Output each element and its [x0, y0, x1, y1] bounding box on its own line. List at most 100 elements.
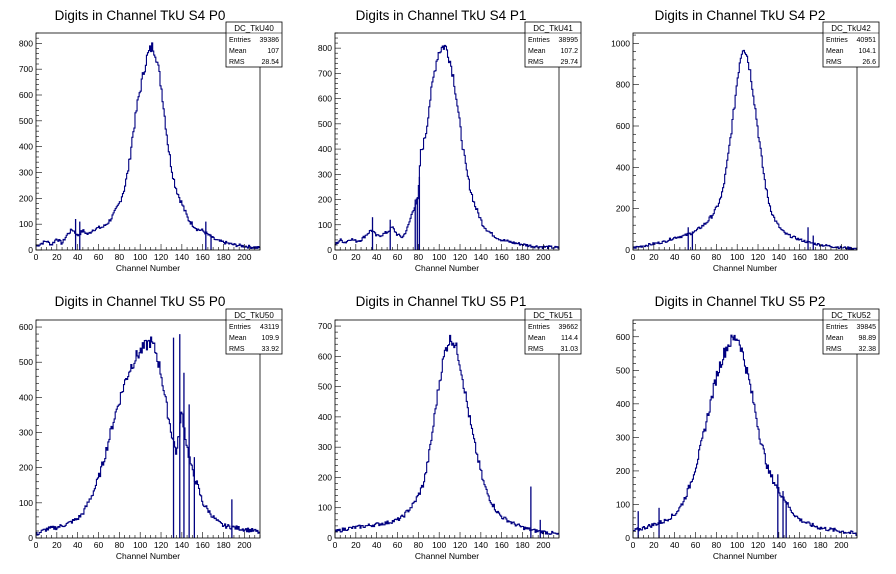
y-tick-label: 700	[19, 64, 33, 74]
y-tick-label: 300	[318, 442, 332, 452]
y-tick-label: 400	[19, 142, 33, 152]
stats-value: 40951	[857, 37, 877, 44]
stats-label: Mean	[826, 48, 844, 55]
stats-name: DC_TkU52	[831, 311, 871, 320]
histogram-panel-2: Digits in Channel TkU S4 P1 0 20 40 60 80 100 1…	[318, 8, 582, 273]
y-tick-label: 700	[318, 321, 332, 331]
stats-label: Mean	[528, 48, 546, 55]
stats-label: Entries	[528, 324, 550, 331]
y-tick-label: 0	[327, 245, 332, 255]
x-tick-label: 180	[813, 252, 827, 262]
x-tick-label: 140	[474, 252, 488, 262]
stats-box	[225, 21, 283, 68]
y-tick-label: 0	[28, 245, 33, 255]
stats-name: DC_TkU40	[234, 24, 274, 33]
x-tick-label: 200	[536, 252, 550, 262]
x-tick-label: 60	[94, 252, 104, 262]
x-tick-label: 20	[52, 252, 62, 262]
x-tick-label: 80	[115, 540, 125, 550]
stats-label: RMS	[826, 59, 842, 66]
y-tick-label: 200	[318, 195, 332, 205]
y-tick-label: 0	[625, 533, 630, 543]
stats-box	[524, 21, 582, 68]
x-tick-label: 20	[351, 540, 361, 550]
x-axis-label: Channel Number	[713, 551, 777, 561]
x-tick-label: 100	[730, 540, 744, 550]
plot-frame	[35, 319, 261, 539]
x-tick-label: 200	[834, 252, 848, 262]
y-tick-label: 800	[19, 38, 33, 48]
x-tick-label: 180	[515, 252, 529, 262]
x-tick-label: 140	[772, 540, 786, 550]
stats-value: 114.4	[561, 335, 578, 342]
y-tick-label: 0	[28, 533, 33, 543]
stats-value: 98.89	[858, 335, 876, 342]
stats-value: 29.74	[560, 59, 578, 66]
histogram-line	[335, 44, 559, 250]
x-tick-label: 140	[175, 252, 189, 262]
stats-label: RMS	[826, 346, 842, 353]
y-tick-label: 400	[616, 399, 630, 409]
y-tick-label: 100	[616, 499, 630, 509]
x-tick-label: 40	[372, 540, 382, 550]
plot-frame	[632, 32, 858, 251]
x-tick-label: 80	[115, 252, 125, 262]
panel-title: Digits in Channel TkU S4 P2	[655, 8, 826, 23]
y-tick-label: 200	[19, 463, 33, 473]
y-tick-label: 800	[318, 43, 332, 53]
x-tick-label: 180	[216, 252, 230, 262]
x-tick-label: 60	[691, 252, 701, 262]
stats-name: DC_TkU50	[234, 311, 274, 320]
x-tick-label: 0	[333, 540, 338, 550]
y-tick-label: 600	[318, 351, 332, 361]
x-tick-label: 140	[772, 252, 786, 262]
x-tick-label: 20	[649, 540, 659, 550]
x-tick-label: 160	[196, 540, 210, 550]
x-tick-label: 140	[175, 540, 189, 550]
x-tick-label: 180	[813, 540, 827, 550]
stats-value: 39662	[559, 324, 579, 331]
y-tick-label: 500	[318, 382, 332, 392]
stats-value: 43119	[260, 324, 279, 331]
x-tick-label: 100	[133, 252, 147, 262]
histogram-panel-5: Digits in Channel TkU S5 P1 0 20 40 60 80 100 1…	[318, 294, 582, 561]
x-tick-label: 80	[414, 540, 424, 550]
y-tick-label: 100	[19, 219, 33, 229]
stats-value: 31.03	[560, 346, 578, 353]
y-tick-label: 400	[318, 144, 332, 154]
y-tick-label: 800	[616, 80, 630, 90]
x-tick-label: 120	[453, 540, 467, 550]
y-tick-label: 400	[616, 162, 630, 172]
y-tick-label: 400	[19, 392, 33, 402]
y-tick-label: 500	[19, 116, 33, 126]
x-tick-label: 100	[133, 540, 147, 550]
x-tick-label: 0	[631, 540, 636, 550]
histogram-panel-3: Digits in Channel TkU S4 P2 0 20 40 60 80 100 1…	[611, 8, 880, 273]
x-tick-label: 120	[751, 540, 765, 550]
y-tick-label: 0	[327, 533, 332, 543]
y-tick-label: 100	[19, 498, 33, 508]
y-tick-label: 0	[625, 245, 630, 255]
y-tick-label: 600	[318, 94, 332, 104]
stats-box	[822, 21, 880, 68]
y-tick-label: 600	[616, 121, 630, 131]
x-tick-label: 120	[154, 540, 168, 550]
y-tick-label: 600	[19, 90, 33, 100]
stats-label: Mean	[826, 335, 844, 342]
x-tick-label: 0	[34, 540, 39, 550]
stats-value: 107	[267, 48, 279, 55]
x-tick-label: 100	[730, 252, 744, 262]
stats-label: RMS	[528, 59, 544, 66]
stats-value: 33.92	[261, 346, 279, 353]
histogram-panel-4: Digits in Channel TkU S5 P0 0 20 40 60 80 100 1…	[19, 294, 283, 561]
x-tick-label: 0	[34, 252, 39, 262]
x-axis-label: Channel Number	[415, 551, 479, 561]
x-tick-label: 80	[712, 540, 722, 550]
x-tick-label: 40	[670, 540, 680, 550]
y-tick-label: 300	[19, 168, 33, 178]
x-axis-label: Channel Number	[713, 263, 777, 273]
x-tick-label: 60	[691, 540, 701, 550]
y-tick-label: 100	[318, 220, 332, 230]
stats-box	[822, 308, 880, 355]
